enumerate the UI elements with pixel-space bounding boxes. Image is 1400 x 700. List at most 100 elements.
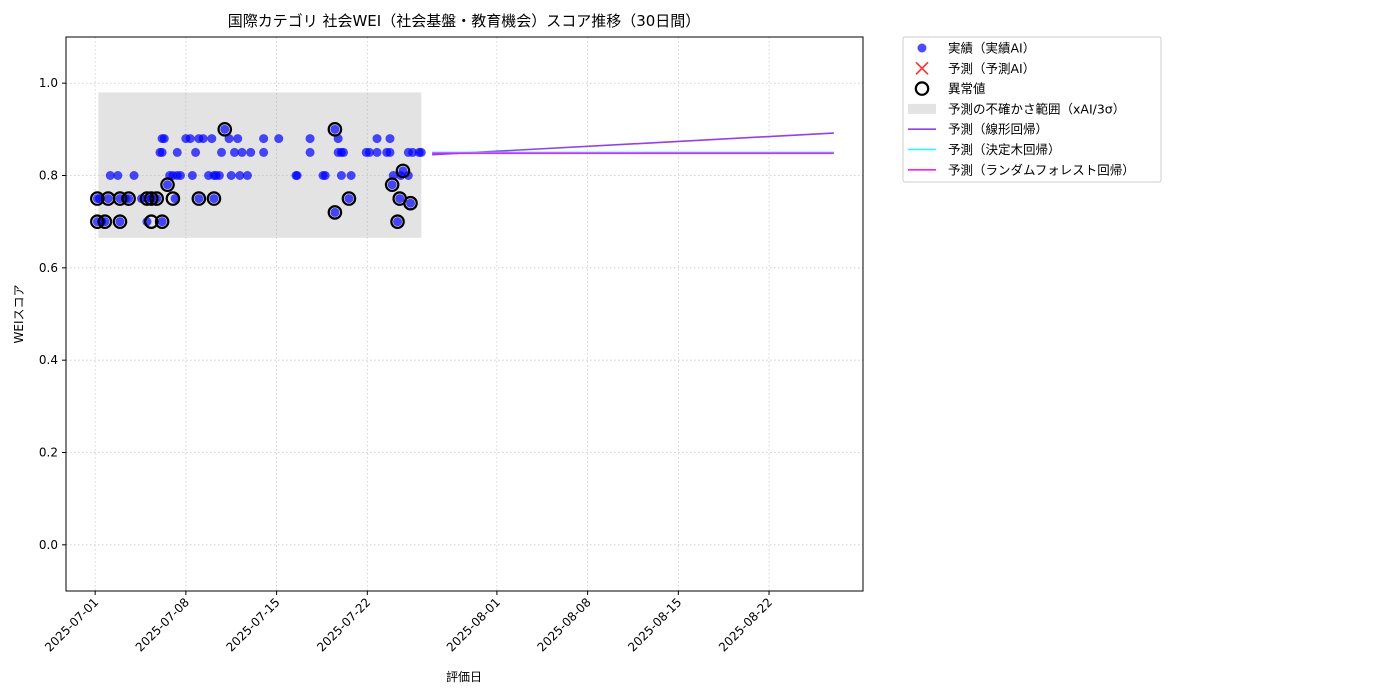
actual-point: [274, 134, 284, 144]
anomaly-marker: [327, 122, 343, 137]
actual-point: [217, 147, 227, 157]
actual-point: [175, 171, 185, 180]
anomaly-marker: [327, 205, 343, 220]
actual-point: [346, 171, 356, 180]
y-axis-label: WEIスコア: [12, 285, 26, 344]
actual-point: [163, 180, 173, 190]
actual-point: [198, 134, 208, 144]
actual-point: [220, 124, 230, 134]
actual-point: [172, 147, 182, 157]
actual-point: [336, 171, 346, 180]
anomaly-marker: [395, 163, 411, 179]
plot-frame: [65, 36, 864, 592]
anomaly-marker: [160, 177, 175, 193]
actual-point: [305, 147, 315, 157]
actual-point: [393, 217, 403, 227]
actual-point: [235, 171, 245, 180]
y-tick-label: 1.0: [39, 76, 58, 90]
linear-regression-line: [432, 132, 834, 156]
legend-label-linear: 予測（線形回帰）: [948, 122, 1048, 137]
actual-point: [233, 134, 243, 144]
anomaly-marker: [390, 214, 405, 229]
x-tick-label: 2025-07-15: [223, 595, 282, 654]
actual-point: [129, 171, 139, 180]
actual-point: [385, 134, 395, 144]
anomaly-marker: [403, 195, 418, 211]
anomaly-marker: [97, 214, 113, 229]
legend-label-anomaly: 異常値: [948, 81, 986, 96]
actual-point: [372, 134, 382, 144]
x-tick-label: 2025-07-22: [314, 595, 373, 654]
anomaly-marker: [121, 191, 136, 206]
y-axis-ticks: 0.0 0.2 0.4 0.6 0.8 1.0: [39, 76, 66, 552]
actual-point: [395, 194, 405, 204]
actual-point: [209, 194, 219, 204]
actual-point: [214, 171, 224, 180]
chart-title: 国際カテゴリ 社会WEI（社会基盤・教育機会）スコア推移（30日間）: [228, 12, 701, 30]
actual-point: [387, 180, 397, 190]
actual-point: [305, 134, 315, 144]
x-tick-label: 2025-08-01: [444, 595, 503, 654]
anomaly-marker: [112, 214, 128, 229]
x-tick-label: 2025-07-01: [42, 595, 101, 654]
actual-point: [344, 194, 354, 204]
actual-point: [372, 147, 382, 157]
y-tick-label: 0.8: [39, 169, 58, 183]
legend-label-forest: 予測（ランダムフォレスト回帰）: [948, 162, 1135, 177]
anomaly-marker: [139, 191, 155, 206]
legend-label-predicted: 予測（予測AI）: [948, 61, 1035, 76]
actual-point: [229, 147, 239, 157]
actual-point: [330, 124, 340, 134]
uncertainty-band: [98, 92, 422, 238]
anomaly-marker: [112, 191, 128, 206]
legend-label-actual: 実績（実績AI）: [948, 41, 1035, 56]
anomaly-marker: [165, 191, 181, 206]
anomaly-marker: [191, 191, 207, 206]
actual-point: [246, 147, 256, 157]
actual-point: [187, 171, 197, 180]
anomaly-marker: [217, 122, 233, 137]
regression-lines: [432, 132, 834, 156]
actual-point: [170, 194, 180, 204]
x-axis-label: 評価日: [446, 669, 482, 684]
legend-marker-band: [908, 103, 936, 114]
anomaly-marker: [384, 177, 400, 193]
x-axis-ticks: 2025-07-01 2025-07-08 2025-07-15 2025-07-22…: [42, 591, 775, 654]
actual-point: [406, 198, 416, 208]
actual-point: [103, 194, 113, 204]
actual-point: [416, 147, 426, 157]
anomaly-marker: [90, 191, 105, 206]
grid: [66, 37, 863, 591]
anomaly-marker: [154, 214, 170, 229]
actual-point: [157, 217, 167, 227]
anomaly-markers: [90, 122, 418, 229]
y-tick-label: 0.2: [39, 446, 58, 460]
actual-point: [292, 171, 302, 180]
actual-point: [330, 207, 340, 217]
legend-label-tree: 予測（決定木回帰）: [948, 142, 1061, 157]
anomaly-marker: [90, 214, 105, 229]
actual-point: [320, 171, 330, 180]
anomaly-marker: [149, 191, 165, 206]
actual-point: [185, 134, 195, 144]
actual-point: [157, 147, 167, 157]
actual-point: [339, 147, 349, 157]
anomaly-marker: [144, 214, 159, 229]
actual-point: [113, 171, 123, 180]
legend-marker-actual: [917, 43, 927, 53]
actual-point: [105, 171, 115, 180]
uncertainty-band-layer: [98, 92, 422, 238]
actual-point: [385, 147, 395, 157]
actual-point: [237, 147, 247, 157]
actual-point: [194, 194, 204, 204]
actual-point: [259, 147, 269, 157]
actual-point: [159, 134, 169, 144]
x-tick-label: 2025-08-08: [535, 595, 594, 654]
y-tick-label: 0.6: [39, 261, 58, 275]
y-tick-label: 0.4: [39, 353, 58, 367]
actual-point: [259, 134, 269, 144]
actual-point: [191, 147, 201, 157]
legend-frame: [902, 36, 1162, 183]
actual-point: [115, 217, 125, 227]
